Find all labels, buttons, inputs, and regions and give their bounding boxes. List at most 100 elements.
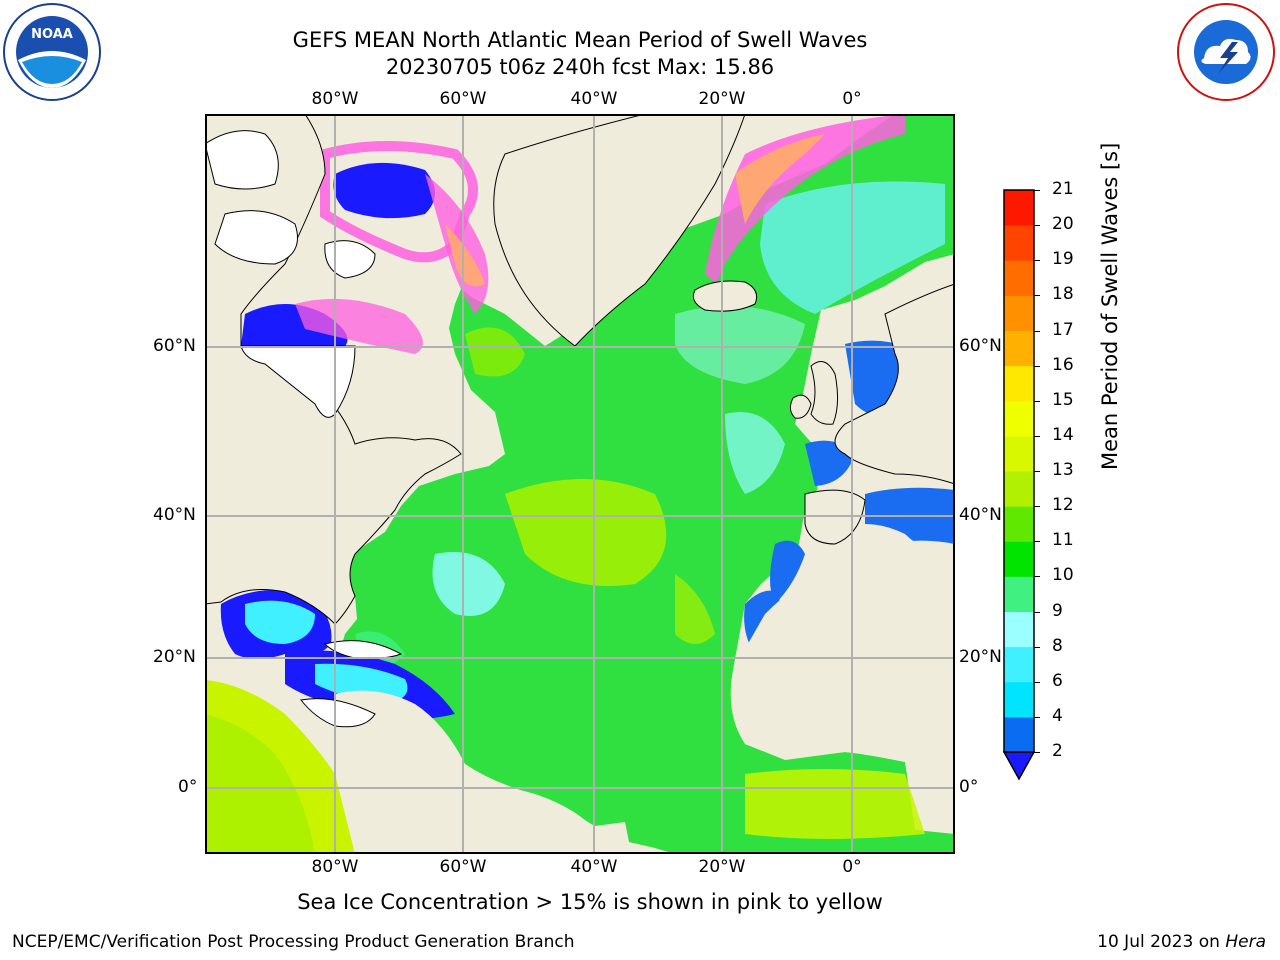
colorbar-tick-mark [1034, 260, 1040, 262]
lat-label-right: 40°N [959, 505, 1002, 525]
lon-label-bottom: 20°W [698, 857, 746, 877]
map-panel [205, 114, 955, 854]
colorbar-tick-label: 13 [1052, 460, 1074, 480]
colorbar-segment [1004, 541, 1034, 577]
colorbar-segment [1004, 225, 1034, 261]
great-britain [810, 361, 839, 425]
ireland [789, 394, 812, 419]
footer-host: Hera [1225, 932, 1266, 952]
colorbar-tick-label: 15 [1052, 389, 1074, 410]
swell-patch [432, 552, 505, 616]
colorbar-tick-label: 4 [1052, 705, 1063, 726]
colorbar-segment [1004, 365, 1034, 402]
colorbar-tick-label: 12 [1052, 495, 1074, 516]
colorbar-tick-label: 20 [1052, 214, 1074, 235]
lat-label-left: 20°N [153, 647, 196, 667]
lon-label-bottom: 40°W [570, 857, 618, 877]
graticule [205, 114, 955, 854]
colorbar-segment [1004, 260, 1034, 296]
colorbar-segment [1004, 576, 1034, 612]
colorbar-tick-mark [1034, 471, 1040, 472]
colorbar-tick-label: 17 [1052, 319, 1074, 340]
colorbar-under-triangle [1002, 751, 1036, 781]
sea-ice-hudson [320, 141, 478, 263]
colorbar-tick-mark [1034, 225, 1040, 227]
footer-date: 10 Jul 2023 on Hera [1097, 932, 1266, 952]
colorbar-segment [1004, 471, 1034, 507]
colorbar-segment [1004, 646, 1034, 683]
colorbar-tick-mark [1034, 506, 1040, 508]
colorbar-segment [1004, 400, 1034, 437]
lon-label-top: 60°W [439, 89, 487, 109]
chart-subtitle: 20230705 t06z 240h fcst Max: 15.86 [385, 55, 775, 79]
swell-patch [505, 479, 667, 586]
iberia [804, 489, 866, 545]
lon-label-top: 40°W [570, 89, 618, 109]
colorbar-segment [1004, 611, 1034, 648]
colorbar-segment [1004, 681, 1034, 718]
lon-label-bottom: 80°W [311, 857, 359, 877]
colorbar-tick-mark [1034, 435, 1040, 437]
hudson-bay [333, 162, 435, 219]
colorbar-tick-mark [1034, 365, 1040, 367]
colorbar-tick-mark [1034, 716, 1040, 718]
colorbar-tick-mark [1034, 576, 1040, 578]
colorbar-tick-label: 19 [1052, 249, 1074, 270]
footer-date-text: 10 Jul 2023 on [1097, 932, 1226, 952]
colorbar-tick-mark [1034, 295, 1040, 297]
colorbar-tick-label: 11 [1052, 530, 1074, 551]
swell-patch [675, 306, 805, 384]
colorbar-tick-label: 6 [1052, 670, 1063, 691]
colorbar-tick-label: 2 [1052, 741, 1063, 761]
lat-label-left: 40°N [153, 505, 196, 525]
colorbar-tick-label: 18 [1052, 284, 1074, 305]
arctic-islands [205, 130, 279, 190]
nws-logo [1177, 3, 1275, 101]
south-america [335, 690, 635, 854]
noaa-logo: NOAA [3, 3, 101, 101]
lat-label-left: 0° [178, 777, 198, 797]
lat-label-right: 0° [959, 777, 979, 797]
lon-label-top: 0° [842, 89, 862, 109]
sea-ice-note: Sea Ice Concentration > 15% is shown in … [297, 890, 883, 914]
central-america [300, 698, 376, 728]
pacific-ocean-green [205, 714, 315, 854]
lon-label-top: 80°W [311, 89, 359, 109]
colorbar-tick-label: 14 [1052, 424, 1074, 445]
colorbar-tick-label: 16 [1052, 354, 1074, 375]
labrador-ice [295, 298, 423, 354]
colorbar [1002, 189, 1036, 781]
swell-patch [465, 327, 525, 377]
colorbar-tick-mark [1034, 752, 1040, 753]
swell-patch [745, 769, 925, 839]
iceland [692, 280, 758, 312]
colorbar-tick-mark [1034, 541, 1040, 543]
colorbar-tick-mark [1034, 190, 1040, 191]
greenland-ice-east [705, 114, 905, 284]
colorbar-segment [1004, 295, 1034, 331]
swell-patch [675, 574, 715, 644]
colorbar-segment [1004, 716, 1034, 753]
colorbar-segment [1004, 190, 1034, 226]
arctic-islands [324, 240, 376, 279]
colorbar-label: Mean Period of Swell Waves [s] [1098, 142, 1122, 470]
quebec-land [240, 345, 356, 418]
noaa-logo-text: NOAA [31, 27, 73, 42]
colorbar-tick-label: 8 [1052, 635, 1063, 656]
colorbar-segment [1004, 435, 1034, 472]
colorbar-tick-mark [1034, 646, 1040, 648]
lon-label-bottom: 0° [842, 857, 862, 877]
lat-label-right: 60°N [959, 336, 1002, 356]
map-frame [205, 114, 955, 854]
lat-label-right: 20°N [959, 647, 1002, 667]
colorbar-tick-mark [1034, 681, 1040, 683]
footer-credit: NCEP/EMC/Verification Post Processing Pr… [12, 932, 575, 952]
colorbar-tick-mark [1034, 330, 1040, 332]
colorbar-tick-label: 10 [1052, 565, 1074, 586]
lon-label-bottom: 60°W [439, 857, 487, 877]
colorbar-tick-mark [1034, 611, 1040, 613]
colorbar-tick-label: 9 [1052, 600, 1063, 621]
greenland-ice-east [735, 134, 825, 224]
chart-title: GEFS MEAN North Atlantic Mean Period of … [292, 28, 868, 52]
colorbar-tick-mark [1034, 400, 1040, 402]
